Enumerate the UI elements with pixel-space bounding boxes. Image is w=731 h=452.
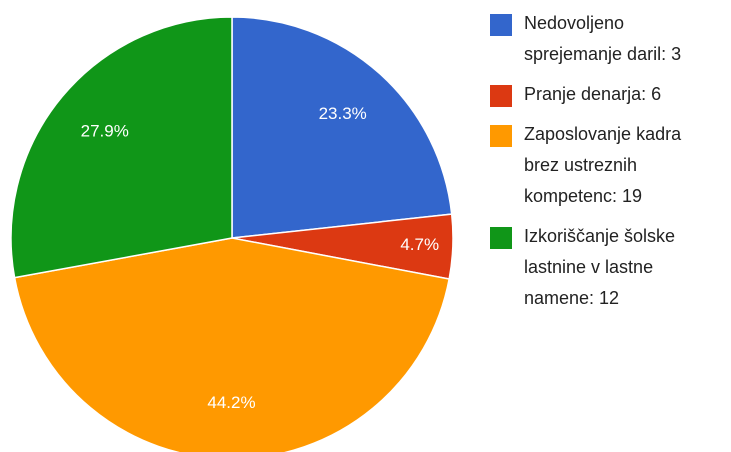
- legend-label: Pranje denarja: 6: [524, 84, 662, 104]
- data-label: 44.2%: [207, 393, 255, 412]
- legend-swatch: [490, 14, 512, 36]
- pie-slice: [10, 16, 233, 279]
- legend-label: Nedovoljeno sprejemanje daril: 3: [524, 13, 682, 64]
- data-label: 23.3%: [319, 104, 367, 123]
- data-label: 27.9%: [81, 121, 129, 140]
- legend-swatch: [490, 125, 512, 147]
- pie-slice: [231, 16, 453, 239]
- legend-label: Zaposlovanje kadra brez ustreznih kompet…: [524, 124, 682, 206]
- legend-swatch: [490, 85, 512, 107]
- legend-entry: Izkoriščanje šolske lastnine v lastne na…: [490, 221, 705, 314]
- legend-swatch: [490, 227, 512, 249]
- legend-entry: Pranje denarja: 6: [490, 79, 705, 110]
- legend-entry: Zaposlovanje kadra brez ustreznih kompet…: [490, 119, 705, 212]
- legend: Nedovoljeno sprejemanje daril: 3 Pranje d…: [490, 8, 705, 323]
- data-label: 4.7%: [400, 235, 439, 254]
- legend-entry: Nedovoljeno sprejemanje daril: 3: [490, 8, 705, 70]
- legend-label: Izkoriščanje šolske lastnine v lastne na…: [524, 226, 676, 308]
- pie-slice: [13, 237, 451, 452]
